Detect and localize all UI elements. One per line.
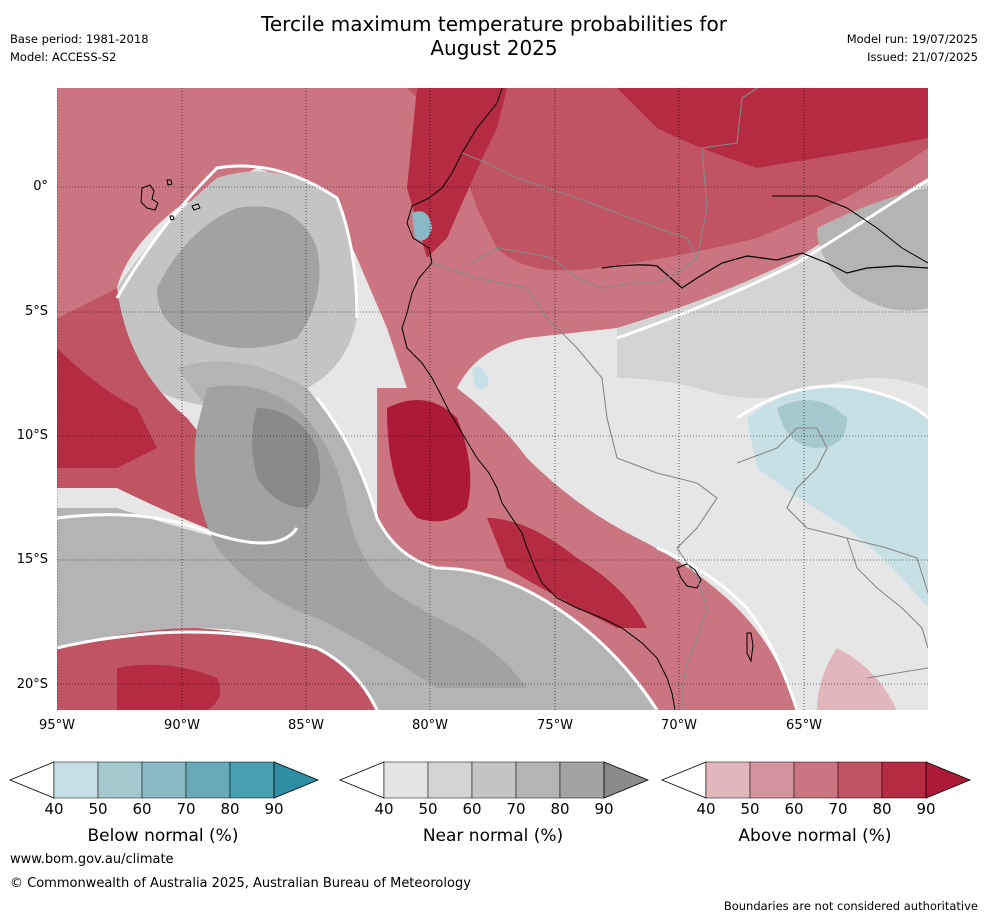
cbar-below-label: Below normal (%) xyxy=(87,826,239,846)
below-coast-spot2 xyxy=(472,367,489,389)
coastline xyxy=(401,88,676,710)
above-southeast xyxy=(817,648,897,710)
colorbar-0-swatch-2 xyxy=(141,761,187,799)
colorbar-2-swatch-4 xyxy=(881,761,927,799)
galapagos-islands xyxy=(140,179,201,221)
cbar-near-tick-70: 70 xyxy=(506,800,526,818)
y-tick-5s: 5°S xyxy=(24,304,48,319)
colorbar-1-swatch-0 xyxy=(383,761,429,799)
country-borders xyxy=(431,88,928,710)
colorbar-2-swatch-1 xyxy=(749,761,795,799)
cbar-below-tick-90: 90 xyxy=(264,800,284,818)
cbar-near-tick-40: 40 xyxy=(374,800,394,818)
contour-line-1 xyxy=(115,164,359,319)
cbar-near-tick-60: 60 xyxy=(462,800,482,818)
x-tick-80w: 80°W xyxy=(412,718,448,733)
near-east-strong xyxy=(817,188,928,311)
x-tick-75w: 75°W xyxy=(537,718,573,733)
river-north xyxy=(772,195,928,264)
cbar-below-tick-60: 60 xyxy=(132,800,152,818)
meta-right: Model run: 19/07/2025 Issued: 21/07/2025 xyxy=(847,30,978,66)
gridlines xyxy=(57,88,928,710)
contour-line-6 xyxy=(736,384,928,420)
colorbar-0-swatch-4 xyxy=(229,761,275,799)
above-southwest-strong xyxy=(117,664,221,710)
x-tick-70w: 70°W xyxy=(661,718,697,733)
cbar-below-tick-70: 70 xyxy=(176,800,196,818)
cbar-below-tick-50: 50 xyxy=(88,800,108,818)
above-far-west-strong xyxy=(57,348,157,468)
cbar-near-tick-80: 80 xyxy=(550,800,570,818)
x-tick-90w: 90°W xyxy=(164,718,200,733)
cbar-near-tick-50: 50 xyxy=(418,800,438,818)
colorbar-near xyxy=(338,761,650,799)
cbar-above-tick-80: 80 xyxy=(872,800,892,818)
probability-map xyxy=(57,88,928,710)
cbar-below-tick-40: 40 xyxy=(44,800,64,818)
colorbar-1-swatch-2 xyxy=(471,761,517,799)
colorbar-1-swatch-5 xyxy=(603,761,650,799)
cbar-near-label: Near normal (%) xyxy=(422,826,564,846)
above-northeast-strongest xyxy=(617,88,928,168)
colorbar-0-swatch-1 xyxy=(97,761,143,799)
near-central-strong xyxy=(252,408,321,508)
colorbar-below xyxy=(8,761,320,799)
near-west-inner xyxy=(157,206,320,348)
base-period: Base period: 1981-2018 xyxy=(10,32,149,46)
contour-line-3 xyxy=(57,630,379,710)
colorbar-0-swatch-5 xyxy=(273,761,320,799)
footer-copyright: © Commonwealth of Australia 2025, Austra… xyxy=(10,876,471,891)
cbar-above-tick-90: 90 xyxy=(916,800,936,818)
below-east xyxy=(747,386,928,608)
footer-url: www.bom.gov.au/climate xyxy=(10,852,174,867)
contour-line-2 xyxy=(57,513,299,545)
colorbar-1-swatch-1 xyxy=(427,761,473,799)
near-central-south xyxy=(57,361,657,710)
meta-left: Base period: 1981-2018 Model: ACCESS-S2 xyxy=(10,30,149,66)
below-east-mid xyxy=(777,400,847,448)
issued-date: Issued: 21/07/2025 xyxy=(867,50,978,64)
colorbar-2-swatch-2 xyxy=(793,761,839,799)
colorbar-2-swatch-0 xyxy=(705,761,751,799)
below-coast-spot xyxy=(412,211,432,241)
colorbar-0-swatch-3 xyxy=(185,761,231,799)
cbar-above-tick-60: 60 xyxy=(784,800,804,818)
y-tick-0: 0° xyxy=(33,179,48,194)
colorbar-1-swatch-3 xyxy=(515,761,561,799)
above-north-strongest xyxy=(407,88,507,258)
contour-line-4 xyxy=(616,178,928,340)
model-run: Model run: 19/07/2025 xyxy=(846,32,978,46)
footer-disclaimer: Boundaries are not considered authoritat… xyxy=(723,899,978,913)
cbar-above-tick-70: 70 xyxy=(828,800,848,818)
colorbar-0-swatch-0 xyxy=(53,761,99,799)
above-coastal-strong2 xyxy=(487,518,647,628)
x-tick-65w: 65°W xyxy=(786,718,822,733)
y-tick-10s: 10°S xyxy=(16,428,48,443)
y-tick-20s: 20°S xyxy=(16,677,48,692)
model-name: Model: ACCESS-S2 xyxy=(10,50,117,64)
colorbar-above xyxy=(660,761,972,799)
x-tick-85w: 85°W xyxy=(288,718,324,733)
chart-title: Tercile maximum temperature probabilitie… xyxy=(0,12,988,60)
y-tick-15s: 15°S xyxy=(16,552,48,567)
cbar-above-tick-50: 50 xyxy=(740,800,760,818)
contour-line-5 xyxy=(315,397,659,710)
above-coastal xyxy=(377,388,797,710)
cbar-near-tick-90: 90 xyxy=(594,800,614,818)
colorbar-2-swatch-3 xyxy=(837,761,883,799)
cbar-above-label: Above normal (%) xyxy=(738,826,892,846)
colorbar-2-swatch-5 xyxy=(925,761,972,799)
title-line-1: Tercile maximum temperature probabilitie… xyxy=(261,12,727,36)
lake-poopo xyxy=(746,632,754,663)
x-tick-95w: 95°W xyxy=(39,718,75,733)
above-coastal-strong xyxy=(387,400,471,522)
colorbar-1-swatch-4 xyxy=(559,761,605,799)
cbar-below-tick-80: 80 xyxy=(220,800,240,818)
title-line-2: August 2025 xyxy=(430,36,558,60)
cbar-above-tick-40: 40 xyxy=(696,800,716,818)
